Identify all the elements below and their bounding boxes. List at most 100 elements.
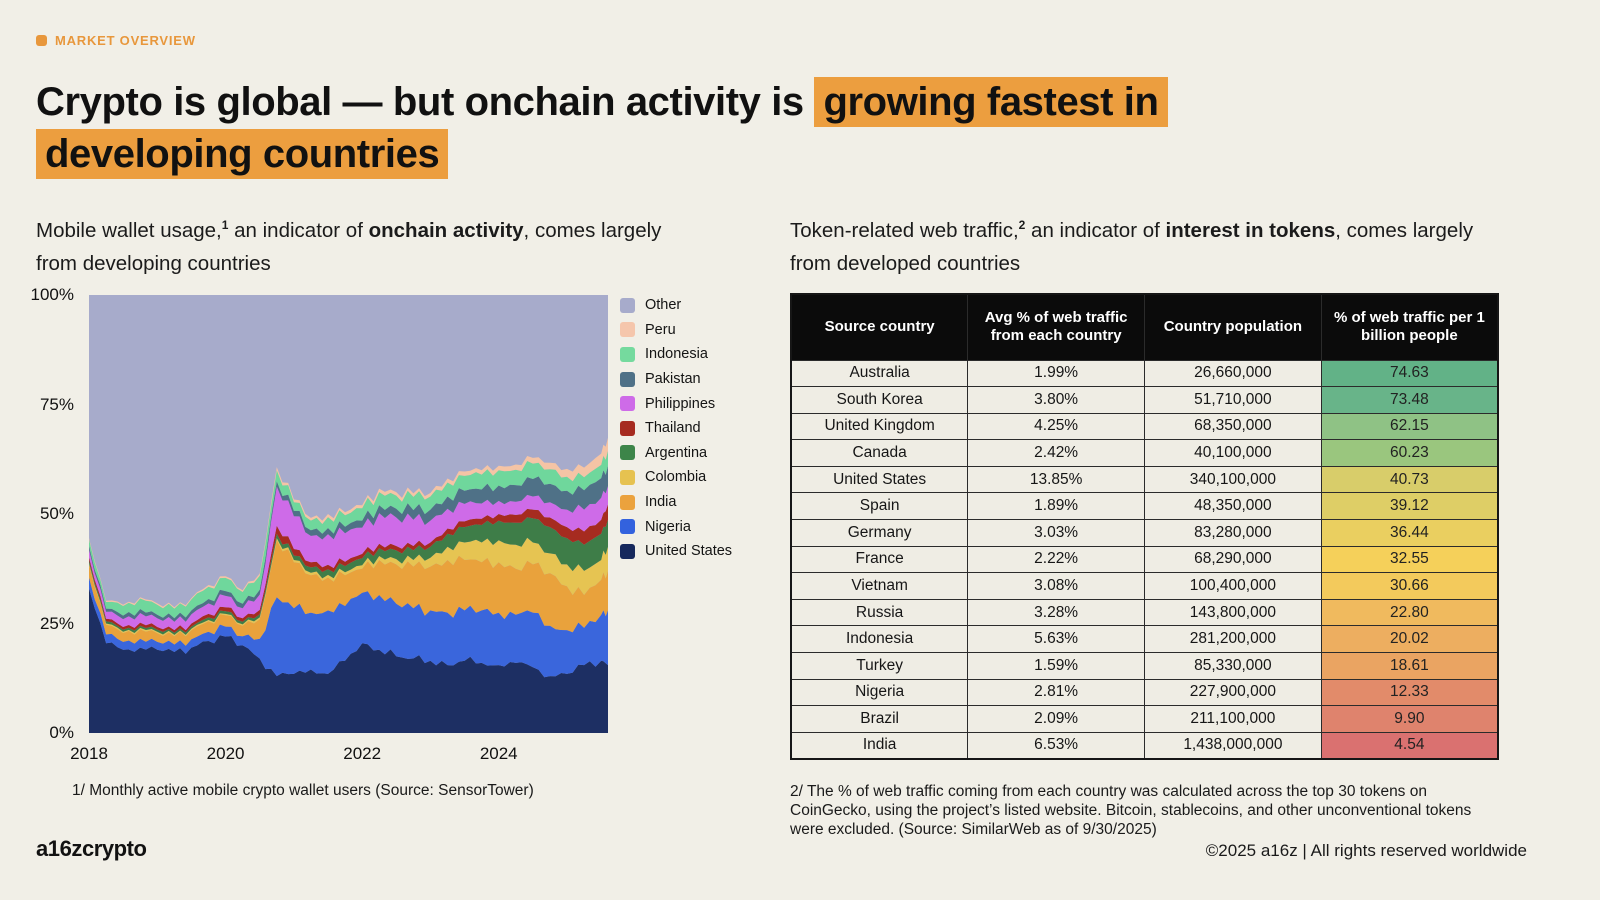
cell-traffic: 2.09% [967,705,1145,733]
cell-score: 30.66 [1320,572,1499,600]
a16zcrypto-logo: a16zcrypto [36,836,147,861]
legend-swatch-icon [620,297,635,313]
chart-legend: Other Peru Indonesia Pakistan Philippines Tha… [620,293,732,564]
table-row-canada: Canada 2.42% 40,100,000 60.23 [790,439,1499,467]
legend-label: India [645,494,677,511]
cell-score: 60.23 [1320,439,1499,467]
cell-traffic: 1.99% [967,359,1145,388]
left-subtitle-bold: onchain activity [368,218,524,242]
stacked-area-svg [89,295,608,733]
area-band-nigeria [89,577,608,678]
cell-traffic: 6.53% [967,731,1145,760]
legend-item-india: India [620,490,732,515]
area-band-philippines [89,486,608,631]
wallet-stacked-area-chart [89,295,608,733]
legend-item-argentina: Argentina [620,441,732,466]
legend-swatch-icon [620,322,635,338]
cell-country: Spain [790,492,969,521]
y-axis-label: 75% [39,394,74,414]
cell-score: 18.61 [1320,652,1499,680]
cell-score: 12.33 [1320,678,1499,707]
chart-footnote: 1/ Monthly active mobile crypto wallet u… [72,782,534,799]
cell-population: 40,100,000 [1144,439,1322,467]
x-axis-label: 2022 [343,744,382,763]
cell-population: 1,438,000,000 [1144,731,1322,760]
cell-score: 74.63 [1320,359,1499,388]
legend-swatch-icon [620,494,635,510]
page-title: Crypto is global — but onchain activity … [36,76,1436,180]
table-footnote: 2/ The % of web traffic coming from each… [790,783,1472,838]
table-column-header: Source country [790,293,969,361]
eyebrow: MARKET OVERVIEW [36,33,196,48]
legend-swatch-icon [620,420,635,436]
legend-swatch-icon [620,519,635,535]
y-axis-label: 0% [49,723,74,742]
cell-traffic: 1.89% [967,492,1145,521]
legend-item-pakistan: Pakistan [620,367,732,392]
table-row-united-kingdom: United Kingdom 4.25% 68,350,000 62.15 [790,412,1499,441]
table-row-united-states: United States 13.85% 340,100,000 40.73 [790,465,1499,494]
cell-population: 211,100,000 [1144,705,1322,733]
legend-item-nigeria: Nigeria [620,514,732,539]
cell-score: 4.54 [1320,731,1499,760]
cell-traffic: 3.80% [967,386,1145,414]
cell-country: France [790,545,969,574]
legend-label: Argentina [645,444,708,461]
cell-traffic: 1.59% [967,652,1145,680]
cell-country: South Korea [790,386,969,414]
legend-item-peru: Peru [620,318,732,343]
table-row-spain: Spain 1.89% 48,350,000 39.12 [790,492,1499,521]
area-band-united-states [89,588,608,733]
cell-population: 26,660,000 [1144,359,1322,388]
left-chart-subtitle: Mobile wallet usage,1 an indicator of on… [36,209,686,280]
cell-traffic: 2.22% [967,545,1145,574]
cell-traffic: 13.85% [967,465,1145,494]
table-row-south-korea: South Korea 3.80% 51,710,000 73.48 [790,386,1499,414]
legend-swatch-icon [620,371,635,387]
legend-label: Nigeria [645,518,691,535]
cell-traffic: 3.28% [967,598,1145,627]
cell-country: Canada [790,439,969,467]
web-traffic-table: Source country Avg % of web traffic from … [790,293,1499,760]
cell-country: Nigeria [790,678,969,707]
table-row-indonesia: Indonesia 5.63% 281,200,000 20.02 [790,625,1499,654]
cell-population: 51,710,000 [1144,386,1322,414]
left-subtitle-text-2: an indicator of [228,218,369,242]
legend-swatch-icon [620,346,635,362]
legend-swatch-icon [620,469,635,485]
cell-population: 68,290,000 [1144,545,1322,574]
table-row-vietnam: Vietnam 3.08% 100,400,000 30.66 [790,572,1499,600]
cell-traffic: 4.25% [967,412,1145,441]
legend-swatch-icon [620,445,635,461]
right-subtitle-text: Token-related web traffic, [790,218,1019,242]
cell-population: 85,330,000 [1144,652,1322,680]
legend-item-united-states: United States [620,539,732,564]
cell-population: 68,350,000 [1144,412,1322,441]
cell-traffic: 5.63% [967,625,1145,654]
cell-score: 9.90 [1320,705,1499,733]
area-band-india [89,540,608,646]
cell-score: 32.55 [1320,545,1499,574]
right-subtitle-text-2: an indicator of [1025,218,1166,242]
cell-country: United Kingdom [790,412,969,441]
table-row-germany: Germany 3.03% 83,280,000 36.44 [790,519,1499,547]
table-row-france: France 2.22% 68,290,000 32.55 [790,545,1499,574]
table-row-india: India 6.53% 1,438,000,000 4.54 [790,731,1499,760]
legend-label: Indonesia [645,346,708,363]
left-subtitle-text: Mobile wallet usage, [36,218,222,242]
cell-population: 281,200,000 [1144,625,1322,654]
x-axis-label: 2024 [479,744,518,763]
footnote-ref-1: 1 [221,218,229,232]
cell-traffic: 3.03% [967,519,1145,547]
legend-label: Peru [645,321,676,338]
cell-score: 22.80 [1320,598,1499,627]
cell-country: Australia [790,359,969,388]
cell-population: 227,900,000 [1144,678,1322,707]
table-column-header: % of web traffic per 1 billion people [1320,293,1499,361]
legend-label: Other [645,297,682,314]
legend-item-thailand: Thailand [620,416,732,441]
title-plain: Crypto is global — but onchain activity … [36,80,815,124]
x-axis-label: 2020 [206,744,245,763]
cell-score: 20.02 [1320,625,1499,654]
legend-item-colombia: Colombia [620,465,732,490]
